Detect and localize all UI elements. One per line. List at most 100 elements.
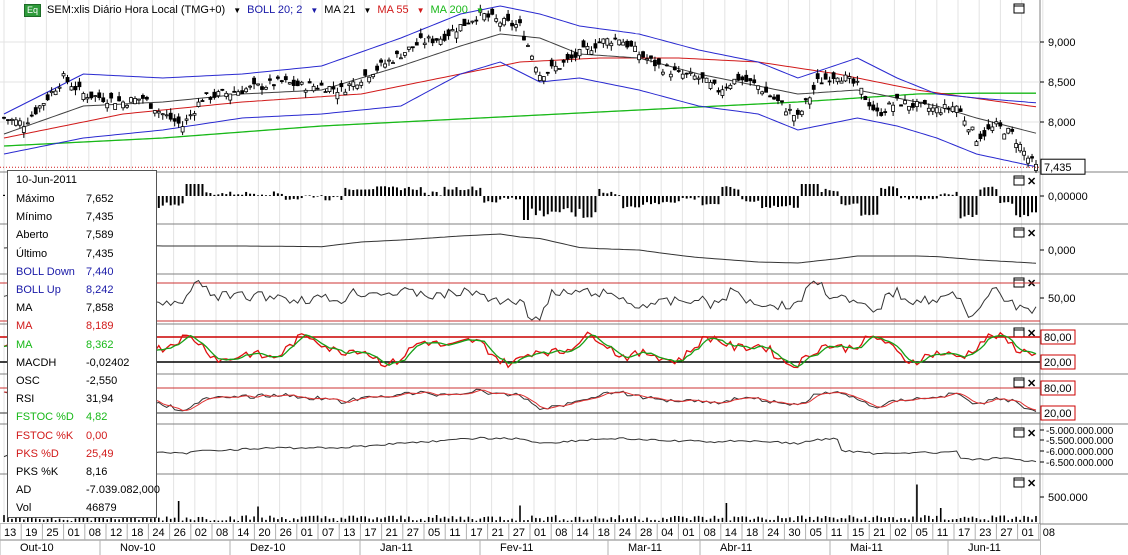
candle-body [823,73,828,80]
dropdown-arrow-icon[interactable]: ▼ [310,5,319,15]
candle-body [474,19,479,22]
maximize-panel-icon[interactable] [1013,477,1025,488]
price-tick-label: 8,500 [1048,77,1076,89]
candle-body [863,95,868,101]
candle-body [502,18,507,26]
candle-body [696,77,701,80]
price-tick-label: 8,000 [1048,117,1076,129]
x-axis-day-label: 01 [68,527,80,539]
maximize-panel-icon[interactable] [1013,377,1025,388]
close-panel-icon[interactable]: ✕ [1027,278,1036,290]
fstoc-tick-label: 80,00 [1044,332,1072,344]
candle-body [1018,144,1023,152]
info-row-label: Último [16,247,48,260]
candle-body [367,76,372,83]
close-panel-icon[interactable]: ✕ [1027,428,1036,440]
x-axis-day-label: 05 [810,527,822,539]
candle-body [375,65,380,71]
candle-body [57,86,62,89]
candle-body [180,126,185,133]
close-panel-icon[interactable]: ✕ [1027,378,1036,390]
candle-body [680,73,685,79]
candle-body [1002,133,1007,140]
close-panel-icon[interactable]: ✕ [1027,228,1036,240]
candle-body [232,90,237,93]
candle-body [53,90,58,96]
legend-boll[interactable]: BOLL 20; 2 [247,4,303,16]
candle-body [148,103,153,109]
x-axis-day-label: 13 [4,527,16,539]
candle-body [760,91,765,95]
symbol-title: SEM:xlis Diário Hora Local (TMG+0) [47,4,226,16]
candle-body [216,91,221,97]
info-row-label: MA [16,302,33,315]
close-panel-icon[interactable]: ✕ [1027,176,1036,188]
data-window: 10-Jun-2011 Máximo 7,652 Mínimo 7,435 Aberto… [7,170,160,518]
candle-body [283,76,288,81]
candle-body [843,74,848,82]
candle-body [61,73,66,77]
candle-body [93,95,98,97]
x-axis-day-label: 24 [767,527,779,539]
info-row: Máximo 7,652 [16,193,156,211]
pks-20-box [1040,405,1076,421]
ma55-line [3,57,1037,139]
maximize-panel-icon[interactable] [1013,3,1025,14]
info-row-value: 4,82 [86,411,108,424]
candle-body [899,104,903,107]
info-row-label: MA [16,338,33,351]
candle-body [89,91,94,99]
bollinger-lower-line [3,61,1037,168]
x-axis-month-label: Jan-11 [380,542,413,554]
candle-body [506,13,510,21]
candle-body [228,93,233,101]
info-row: FSTOC %D 4,82 [16,411,156,429]
legend-ma21[interactable]: MA 21 [324,4,356,16]
chart-legend: Eq SEM:xlis Diário Hora Local (TMG+0) ▼ … [24,3,484,17]
osc-tick-label: 0,000 [1048,245,1076,257]
candle-body [422,42,427,45]
candle-body [891,104,896,112]
candle-body [526,45,530,47]
candle-body [617,39,622,46]
dropdown-arrow-icon[interactable]: ▼ [475,5,484,15]
candle-body [784,111,788,116]
ad-line [3,436,1037,463]
candle-body [708,82,713,89]
legend-ma200[interactable]: MA 200 [430,4,468,16]
candle-body [351,81,356,87]
x-axis-day-label: 27 [513,527,525,539]
info-row: Aberto 7,589 [16,229,156,247]
dropdown-arrow-icon[interactable]: ▼ [416,5,425,15]
candle-body [573,52,578,58]
candle-body [14,119,18,126]
x-axis-day-label: 11 [449,527,460,539]
info-row-label: PKS %D [16,447,59,460]
candle-body [355,84,360,89]
candle-body [946,107,951,110]
candle-body [966,129,971,133]
candle-body [875,107,880,112]
close-panel-icon[interactable]: ✕ [1027,328,1036,340]
candle-body [704,77,709,83]
candle-body [343,91,348,96]
info-row-value: 7,858 [86,302,114,315]
candle-body [414,42,419,46]
x-axis-day-label: 11 [937,527,948,539]
maximize-panel-icon[interactable] [1013,427,1025,438]
ad-tick-label: -6.500.000.000 [1046,458,1114,469]
maximize-panel-icon[interactable] [1013,327,1025,338]
candle-body [688,71,693,74]
maximize-panel-icon[interactable] [1013,175,1025,186]
legend-ma55[interactable]: MA 55 [377,4,409,16]
dropdown-arrow-icon[interactable]: ▼ [363,5,372,15]
dropdown-arrow-icon[interactable]: ▼ [233,5,242,15]
info-row: FSTOC %K 0,00 [16,430,156,448]
candle-body [315,87,320,90]
info-row-label: Mínimo [16,211,53,224]
candle-body [597,41,602,44]
maximize-panel-icon[interactable] [1013,227,1025,238]
candle-body [391,62,395,64]
close-panel-icon[interactable]: ✕ [1027,478,1036,490]
